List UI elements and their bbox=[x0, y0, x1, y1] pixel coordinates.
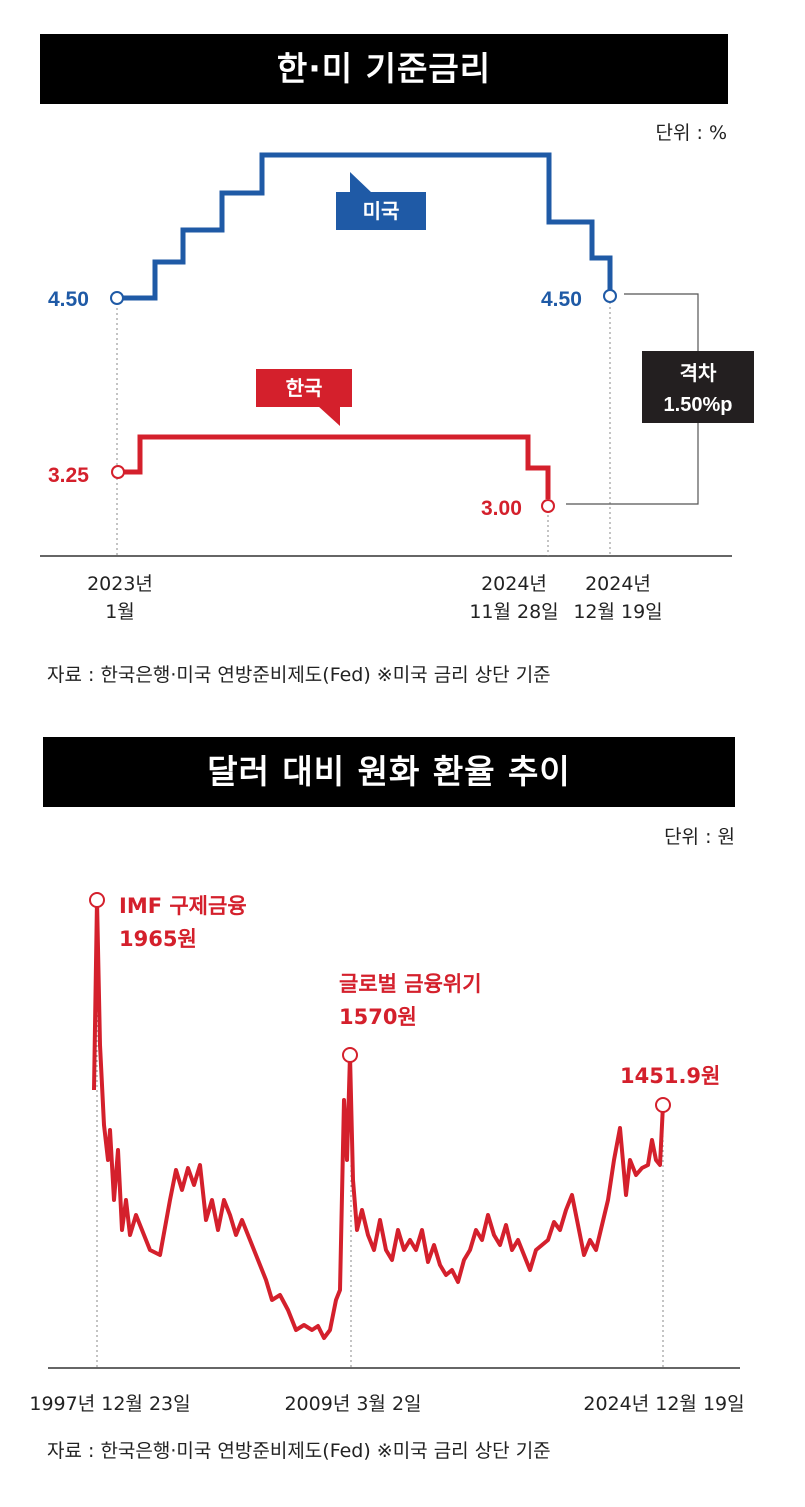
us-legend-label: 미국 bbox=[363, 199, 400, 223]
us-start-marker bbox=[110, 291, 124, 305]
us-end-value: 4.50 bbox=[541, 288, 582, 311]
crisis-annotation-line2: 1570원 bbox=[339, 1005, 417, 1029]
crisis-peak-marker bbox=[342, 1047, 358, 1063]
kr-start-value: 3.25 bbox=[48, 464, 89, 487]
kr-start-marker bbox=[111, 465, 125, 479]
chart2-xlabel-2: 2009년 3월 2일 bbox=[284, 1393, 421, 1415]
chart1-xlabel-3-line1: 2024년 bbox=[585, 573, 651, 595]
chart2-xlabel-3: 2024년 12월 19일 bbox=[583, 1393, 744, 1415]
crisis-annotation-line1: 글로벌 금융위기 bbox=[339, 972, 482, 996]
chart1-xlabel-1-line2: 1월 bbox=[105, 601, 135, 623]
us-start-value: 4.50 bbox=[48, 288, 89, 311]
latest-marker bbox=[655, 1097, 671, 1113]
us-rate-line bbox=[122, 152, 613, 301]
chart1-title: 한·미 기준금리 bbox=[40, 34, 728, 104]
kr-rate-line bbox=[123, 434, 551, 499]
kr-legend-label: 한국 bbox=[286, 376, 323, 400]
chart1-xlabel-3-line2: 12월 19일 bbox=[573, 601, 662, 623]
gap-box bbox=[642, 351, 754, 423]
kr-end-value: 3.00 bbox=[481, 497, 522, 520]
gap-label-value: 1.50%p bbox=[664, 394, 733, 416]
chart1-xlabel-2-line2: 11월 28일 bbox=[469, 601, 558, 623]
kr-legend-callout: 한국 bbox=[256, 369, 352, 426]
chart1-source: 자료 : 한국은행·미국 연방준비제도(Fed) ※미국 금리 상단 기준 bbox=[47, 664, 551, 686]
imf-peak-marker bbox=[89, 892, 105, 908]
us-end-marker bbox=[603, 289, 617, 303]
gap-label-title: 격차 bbox=[680, 361, 717, 385]
latest-annotation: 1451.9원 bbox=[620, 1064, 720, 1088]
kr-end-marker bbox=[541, 499, 555, 513]
chart2-source: 자료 : 한국은행·미국 연방준비제도(Fed) ※미국 금리 상단 기준 bbox=[47, 1440, 551, 1462]
chart1-unit-label: 단위 : % bbox=[655, 122, 728, 144]
chart1-plot: 4.50 4.50 3.25 3.00 미국 한국 격차 1.50%p 2023… bbox=[40, 152, 754, 623]
chart2-unit-label: 단위 : 원 bbox=[664, 826, 735, 848]
chart2-xlabel-1: 1997년 12월 23일 bbox=[29, 1393, 190, 1415]
chart1-xlabel-1-line1: 2023년 bbox=[87, 573, 153, 595]
us-legend-callout: 미국 bbox=[336, 172, 426, 230]
imf-annotation-line1: IMF 구제금융 bbox=[119, 894, 247, 918]
fx-rate-line bbox=[92, 898, 665, 1340]
chart2-title: 달러 대비 원화 환율 추이 bbox=[43, 737, 735, 807]
imf-annotation-line2: 1965원 bbox=[119, 927, 197, 951]
chart1-xlabel-2-line1: 2024년 bbox=[481, 573, 547, 595]
